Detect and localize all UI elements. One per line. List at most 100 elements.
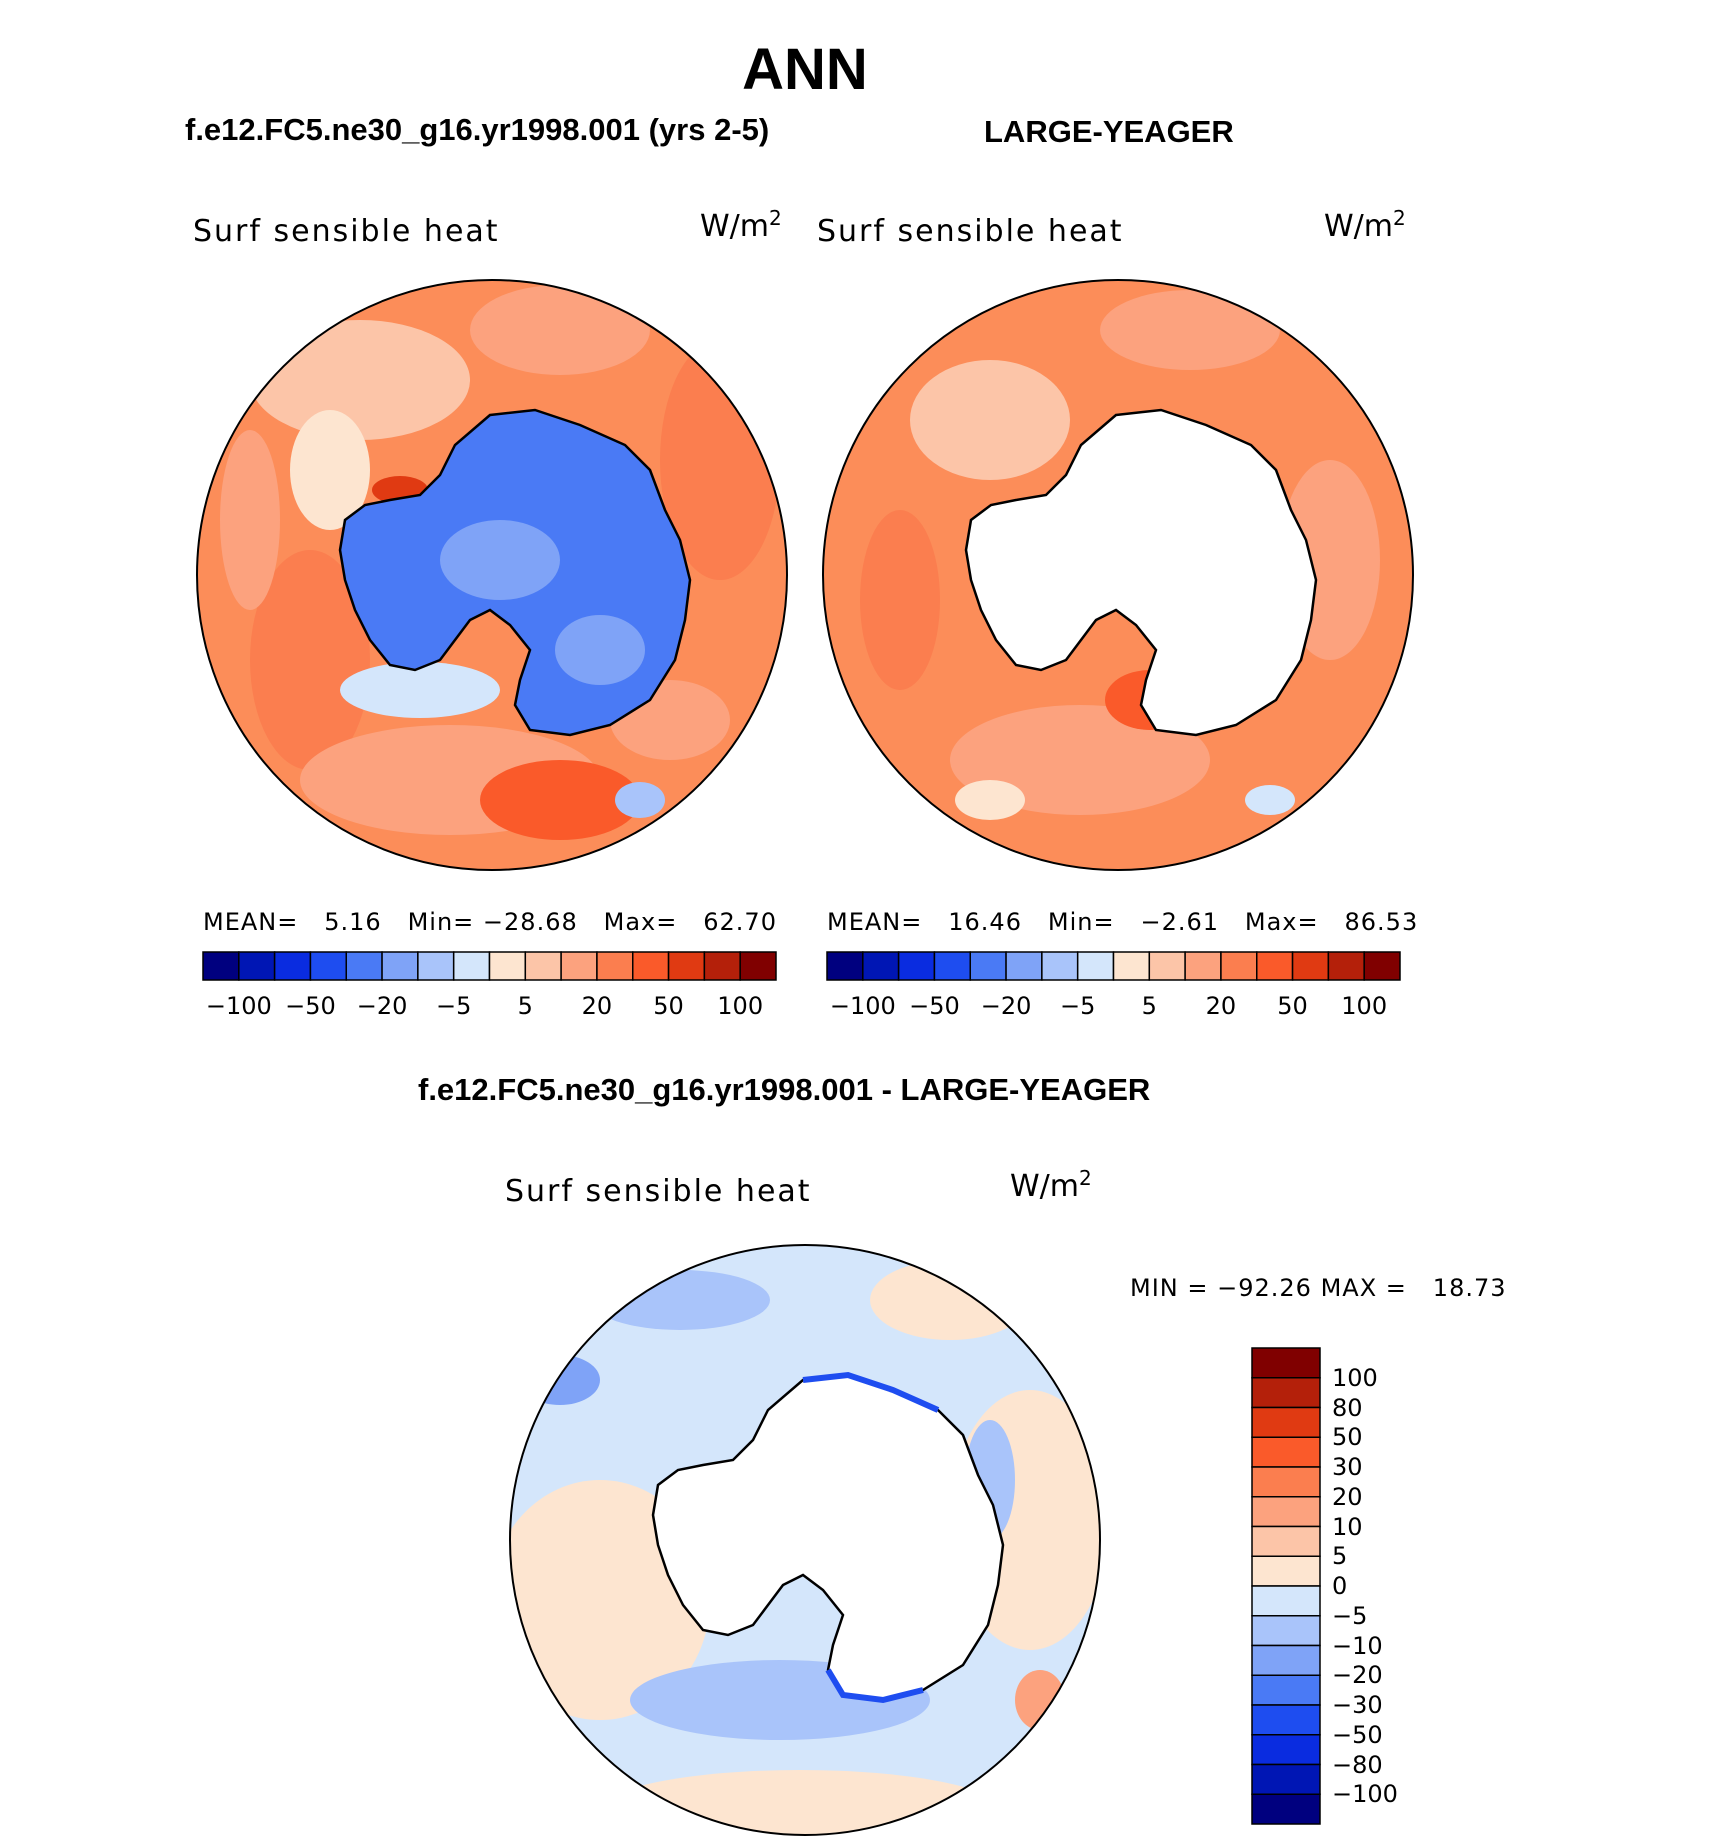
colorbar-swatch — [273, 951, 312, 981]
colorbar-swatch — [1251, 1615, 1321, 1647]
panel2-colorbar — [826, 951, 1401, 981]
colorbar-swatch — [202, 951, 240, 981]
diff-stats: MIN = −92.26 MAX = 18.73 — [1130, 1274, 1507, 1302]
colorbar-tick-label: 0 — [1332, 1572, 1348, 1600]
colorbar-swatch — [524, 951, 562, 981]
colorbar-swatch — [452, 951, 491, 981]
main-title: ANN — [742, 37, 868, 102]
panel2-map — [822, 279, 1414, 871]
colorbar-swatch — [1251, 1734, 1321, 1766]
panel2-units: W/m2 — [1324, 206, 1406, 244]
colorbar-swatch — [1076, 951, 1115, 981]
colorbar-swatch — [1251, 1496, 1321, 1528]
colorbar-tick-label: 100 — [1332, 1363, 1378, 1392]
colorbar-swatch — [596, 951, 634, 981]
colorbar-tick-label: −100 — [1332, 1780, 1398, 1809]
colorbar-swatch — [1251, 1347, 1321, 1379]
colorbar-tick-label: −20 — [980, 992, 1032, 1020]
panel1-map-border — [196, 279, 788, 871]
diff-units: W/m2 — [1010, 1166, 1092, 1204]
diff-variable-label: Surf sensible heat — [505, 1174, 812, 1209]
colorbar-swatch — [1112, 951, 1151, 981]
colorbar-swatch — [933, 951, 971, 981]
panel2-case-title: LARGE-YEAGER — [984, 114, 1234, 149]
panel1-units: W/m2 — [700, 206, 782, 244]
colorbar-swatch — [1251, 1406, 1321, 1438]
colorbar-tick-label: −80 — [1332, 1750, 1383, 1779]
colorbar-swatch — [1251, 1793, 1321, 1825]
colorbar-tick-label: 20 — [581, 992, 613, 1020]
colorbar-swatch — [1251, 1525, 1321, 1557]
panel1-case-title: f.e12.FC5.ne30_g16.yr1998.001 (yrs 2-5) — [185, 112, 770, 147]
colorbar-swatch — [1184, 951, 1222, 981]
colorbar-tick-label: 50 — [653, 992, 684, 1020]
colorbar-tick-label: 5 — [1141, 992, 1157, 1020]
colorbar-tick-label: 50 — [1277, 992, 1308, 1020]
colorbar-tick-label: 5 — [1332, 1542, 1348, 1571]
colorbar-swatch — [1251, 1763, 1321, 1795]
colorbar-swatch — [1251, 1585, 1321, 1617]
colorbar-tick-label: −50 — [909, 992, 960, 1020]
diff-colorbar — [1251, 1347, 1321, 1825]
colorbar-tick-label: −20 — [1332, 1661, 1383, 1690]
colorbar-swatch — [1148, 951, 1186, 981]
colorbar-swatch — [309, 951, 347, 981]
colorbar-tick-label: 80 — [1332, 1393, 1363, 1422]
colorbar-swatch — [1251, 1377, 1321, 1409]
colorbar-swatch — [1291, 951, 1330, 981]
diff-case-title: f.e12.FC5.ne30_g16.yr1998.001 - LARGE-YE… — [418, 1072, 1151, 1107]
colorbar-tick-label: 100 — [717, 992, 764, 1020]
diff-map — [509, 1244, 1101, 1836]
colorbar-swatch — [667, 951, 706, 981]
colorbar-swatch — [488, 951, 527, 981]
colorbar-swatch — [1251, 1704, 1321, 1736]
colorbar-tick-label: −10 — [1332, 1631, 1383, 1660]
colorbar-tick-label: 20 — [1205, 992, 1237, 1020]
colorbar-tick-label: −30 — [1332, 1691, 1383, 1719]
panel1-variable-label: Surf sensible heat — [193, 214, 500, 249]
panel2-stats: MEAN= 16.46 Min= −2.61 Max= 86.53 — [827, 908, 1419, 936]
colorbar-swatch — [1220, 951, 1258, 981]
colorbar-tick-label: −5 — [435, 992, 472, 1020]
colorbar-swatch — [969, 951, 1007, 981]
colorbar-swatch — [1327, 951, 1365, 981]
colorbar-swatch — [703, 951, 741, 981]
colorbar-tick-label: 50 — [1332, 1423, 1363, 1452]
colorbar-swatch — [417, 951, 455, 981]
colorbar-swatch — [1251, 1555, 1321, 1587]
colorbar-tick-label: 100 — [1341, 992, 1388, 1020]
panel2-variable-label: Surf sensible heat — [817, 214, 1124, 249]
colorbar-swatch — [1251, 1674, 1321, 1706]
colorbar-swatch — [632, 951, 670, 981]
colorbar-swatch — [560, 951, 598, 981]
colorbar-swatch — [1251, 1466, 1321, 1498]
colorbar-swatch — [1256, 951, 1294, 981]
colorbar-tick-label: −20 — [356, 992, 408, 1020]
panel1-map — [196, 279, 788, 871]
diff-map-border — [509, 1244, 1101, 1836]
colorbar-swatch — [739, 951, 777, 981]
diff-antarctica — [651, 1373, 1005, 1702]
colorbar-tick-label: 10 — [1332, 1512, 1363, 1541]
colorbar-swatch — [381, 951, 419, 981]
colorbar-swatch — [826, 951, 864, 981]
colorbar-tick-label: 5 — [517, 992, 533, 1020]
colorbar-swatch — [345, 951, 383, 981]
colorbar-swatch — [897, 951, 936, 981]
colorbar-swatch — [1041, 951, 1079, 981]
colorbar-swatch — [1251, 1644, 1321, 1676]
colorbar-swatch — [1251, 1436, 1321, 1468]
colorbar-tick-label: −5 — [1059, 992, 1096, 1020]
colorbar-swatch — [238, 951, 276, 981]
colorbar-tick-label: 20 — [1332, 1482, 1363, 1511]
colorbar-tick-label: 30 — [1332, 1453, 1363, 1481]
colorbar-tick-label: −100 — [205, 992, 272, 1020]
colorbar-tick-label: −50 — [285, 992, 336, 1020]
colorbar-swatch — [1005, 951, 1043, 981]
colorbar-tick-label: −50 — [1332, 1720, 1383, 1749]
panel2-antarctica — [964, 408, 1318, 737]
colorbar-tick-label: −100 — [829, 992, 896, 1020]
panel1-colorbar — [202, 951, 777, 981]
colorbar-swatch — [862, 951, 900, 981]
